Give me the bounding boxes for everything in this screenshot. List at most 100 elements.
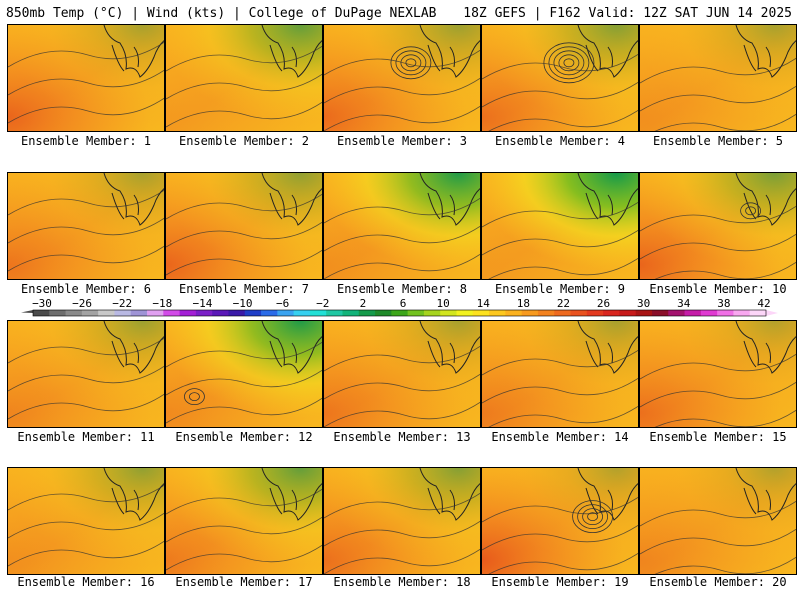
height-contour: [640, 500, 796, 527]
model-run-info: 18Z GEFS | F162 Valid: 12Z SAT JUN 14 20…: [463, 6, 792, 21]
temperature-map: [640, 25, 796, 131]
height-contour: [324, 401, 480, 427]
colorbar-swatch: [717, 310, 734, 316]
coastline: [103, 468, 164, 521]
low-contour: [189, 392, 200, 401]
coastline: [419, 321, 480, 374]
height-contour: [324, 492, 480, 519]
low-contour: [395, 50, 427, 76]
height-contour: [654, 556, 796, 574]
low-contour: [548, 46, 590, 80]
height-contour: [8, 365, 164, 392]
panel-label: Ensemble Member: 20: [649, 575, 787, 589]
coastline: [103, 25, 164, 78]
low-contour: [563, 58, 575, 68]
colorbar-swatch: [114, 310, 132, 316]
colorbar-tick-label: −2: [316, 298, 329, 310]
ensemble-panel: [481, 24, 639, 132]
low-contour: [582, 508, 603, 525]
colorbar-swatch: [130, 310, 148, 316]
temperature-map: [8, 321, 164, 427]
colorbar-tick-label: 42: [757, 298, 770, 310]
colorbar-swatch: [391, 310, 409, 316]
colorbar-swatch: [472, 310, 490, 316]
height-contour: [8, 189, 164, 216]
ensemble-panel: [165, 320, 323, 428]
height-contour: [166, 45, 322, 72]
height-contour: [640, 233, 796, 260]
height-contour: [640, 353, 796, 380]
height-contour: [166, 193, 322, 220]
height-contour: [488, 405, 638, 427]
colorbar-swatch: [261, 310, 278, 316]
panel-label: Ensemble Member: 9: [494, 282, 626, 296]
temperature-map: [166, 173, 322, 279]
ensemble-panel: [7, 467, 165, 575]
colorbar-swatch: [228, 310, 246, 316]
colorbar-swatch: [49, 310, 67, 316]
colorbar-swatch: [375, 310, 392, 316]
coastline: [735, 25, 796, 78]
colorbar-swatch: [700, 310, 718, 316]
colorbar-swatch: [619, 310, 637, 316]
temperature-map: [324, 173, 480, 279]
low-contour: [184, 388, 205, 405]
colorbar-swatch: [570, 310, 588, 316]
colorbar-tick-label: 10: [436, 298, 449, 310]
temperature-map: [324, 321, 480, 427]
height-contour: [166, 397, 322, 424]
height-contour: [324, 548, 480, 574]
ensemble-panel: [639, 172, 797, 280]
coastline: [261, 173, 322, 226]
panel-label: Ensemble Member: 15: [649, 430, 787, 444]
panel-label: Ensemble Member: 3: [336, 134, 468, 148]
ensemble-panel: [7, 24, 165, 132]
colorbar-swatch: [179, 310, 197, 316]
temperature-map: [640, 173, 796, 279]
temperature-map: [324, 25, 480, 131]
temperature-map: [166, 468, 322, 574]
colorbar-tick-label: 6: [400, 298, 407, 310]
ensemble-panel: [639, 24, 797, 132]
coastline: [419, 468, 480, 521]
temperature-map: [8, 173, 164, 279]
height-contour: [482, 377, 638, 404]
colorbar-tick-label: −30: [32, 298, 52, 310]
panel-label: Ensemble Member: 4: [494, 134, 626, 148]
temperature-map: [324, 468, 480, 574]
ensemble-panel: [639, 467, 797, 575]
colorbar-swatch: [65, 310, 83, 316]
height-contour: [8, 337, 164, 364]
low-contour: [587, 512, 598, 521]
low-contour: [740, 202, 761, 220]
colorbar-swatch: [456, 310, 474, 316]
colorbar-swatch: [358, 310, 376, 316]
height-contour: [640, 381, 796, 408]
height-contour: [640, 85, 796, 112]
colorbar-tick-label: 30: [637, 298, 650, 310]
height-contour: [482, 524, 638, 551]
low-contour: [543, 42, 595, 84]
height-contour: [488, 552, 638, 574]
temperature-map: [8, 25, 164, 131]
colorbar-tick-label: 2: [360, 298, 367, 310]
coastline: [261, 25, 322, 78]
height-contour: [654, 409, 796, 427]
height-contour: [654, 113, 796, 131]
height-contour: [482, 53, 638, 80]
panel-label: Ensemble Member: 12: [175, 430, 313, 444]
temperature-map: [640, 321, 796, 427]
panel-label: Ensemble Member: 5: [652, 134, 784, 148]
colorbar-swatch: [733, 310, 751, 316]
colorbar-tick-label: 18: [517, 298, 530, 310]
colorbar-tick-label: 14: [477, 298, 491, 310]
height-contour: [8, 69, 164, 96]
colorbar-swatch: [668, 310, 686, 316]
height-contour: [488, 109, 638, 131]
ensemble-panel: [323, 172, 481, 280]
temperature-map: [640, 468, 796, 574]
height-contour: [324, 105, 480, 131]
coastline: [419, 25, 480, 78]
height-contour: [166, 221, 322, 248]
coastline: [261, 321, 322, 374]
